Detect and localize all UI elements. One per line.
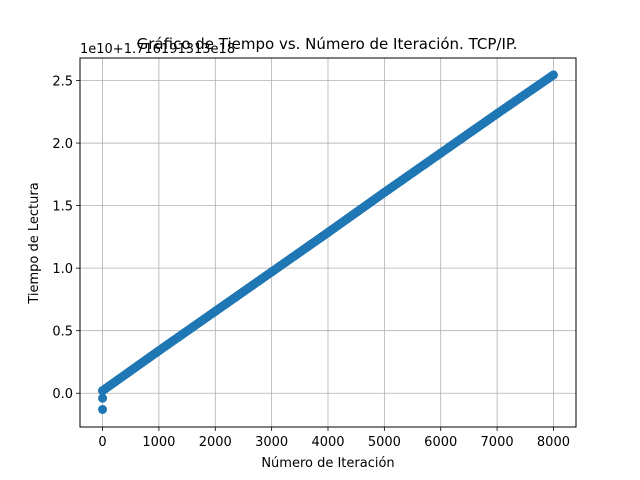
y-tick-label: 1.5 [52, 200, 73, 215]
y-offset-text: 1e10+1.716191313e18 [80, 42, 235, 57]
y-tick-label: 2.5 [52, 75, 73, 90]
y-tick-label: 2.0 [52, 137, 73, 152]
x-axis-label: Número de Iteración [261, 456, 394, 471]
ticks: 0 1000 2000 3000 4000 5000 6000 7000 8000 0.0 0.5 1… [52, 75, 570, 450]
y-tick-label: 0.5 [52, 325, 73, 340]
x-tick-label: 6000 [424, 435, 457, 450]
y-tick-label: 1.0 [52, 262, 73, 277]
x-tick-label: 8000 [537, 435, 570, 450]
chart-title: Gráfico de Tiempo vs. Número de Iteració… [137, 35, 518, 53]
x-tick-label: 5000 [368, 435, 401, 450]
x-tick-label: 0 [98, 435, 106, 450]
grid [80, 58, 576, 427]
data-point [548, 70, 558, 80]
data-points [98, 70, 558, 414]
data-point [98, 404, 108, 414]
x-tick-label: 3000 [255, 435, 288, 450]
x-tick-label: 4000 [311, 435, 344, 450]
x-tick-label: 7000 [481, 435, 514, 450]
y-tick-label: 0.0 [52, 387, 73, 402]
y-axis-label: Tiempo de Lectura [27, 182, 42, 304]
x-tick-label: 2000 [199, 435, 232, 450]
data-point [98, 393, 108, 403]
x-tick-label: 1000 [142, 435, 175, 450]
